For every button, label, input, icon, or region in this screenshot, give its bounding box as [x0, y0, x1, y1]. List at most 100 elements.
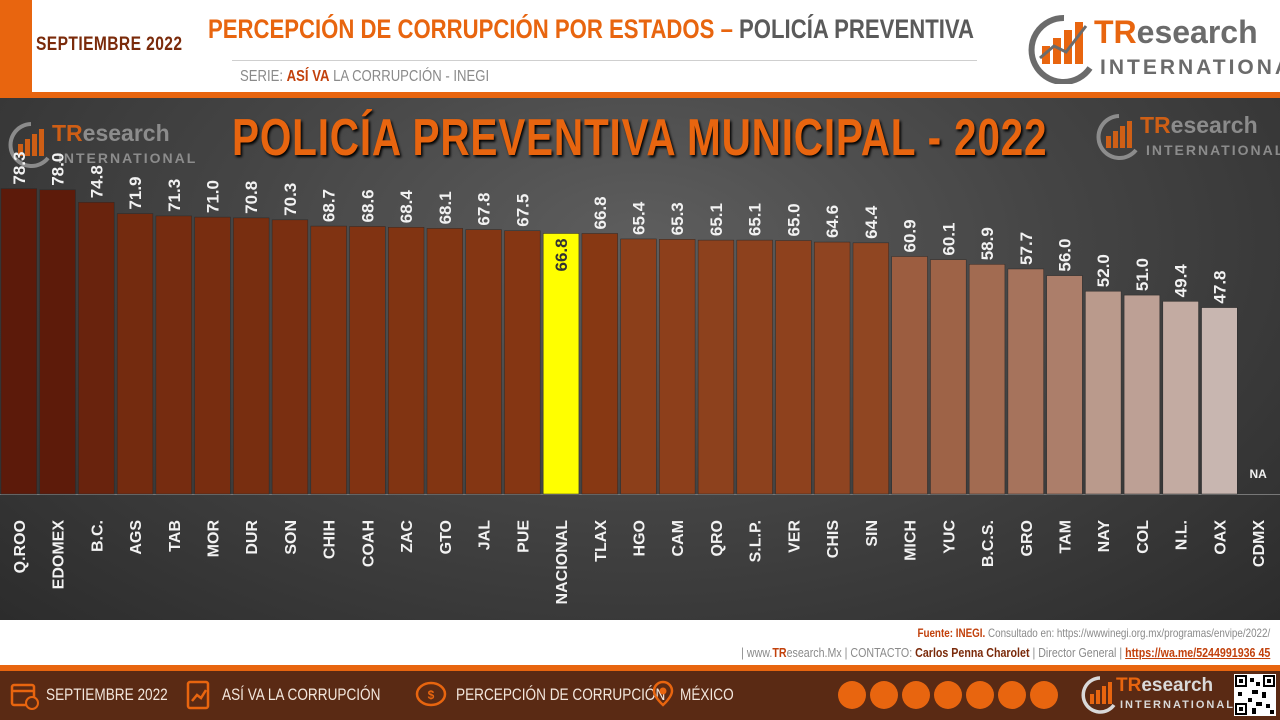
- contact-role: | Director General |: [1032, 645, 1122, 660]
- category-label-NAY: NAY: [1096, 520, 1113, 553]
- contact-site-tr: TR: [772, 645, 787, 660]
- watermark-logo-right-icon: [1096, 114, 1138, 160]
- category-label-TAM: TAM: [1058, 520, 1075, 553]
- chart-title-text: POLICÍA PREVENTIVA MUNICIPAL - 2022: [232, 109, 1048, 167]
- header-divider: [232, 60, 977, 61]
- serie-rest: LA CORRUPCIÓN - INEGI: [333, 68, 490, 85]
- footer-logo-esearch: esearch: [1141, 675, 1214, 696]
- header-title-separator: –: [714, 14, 740, 44]
- bar-QRO: [697, 239, 735, 495]
- value-label-QRO: 65.1: [707, 203, 726, 236]
- value-label-COAH: 68.6: [358, 189, 377, 222]
- facebook-icon[interactable]: [966, 681, 994, 709]
- value-label-MICH: 60.9: [901, 219, 920, 252]
- bar-chart: 78.3 Q.ROO 78.0 EDOMEX 74.8 B.C. 71.9 AGS 71.3 TA…: [0, 152, 1280, 605]
- value-label-TLAX: 66.8: [591, 196, 610, 229]
- value-label-JAL: 67.8: [475, 192, 494, 225]
- contact-label: | CONTACTO:: [844, 645, 912, 660]
- bar-OAX: [1201, 307, 1238, 495]
- bar-TAM: [1046, 275, 1083, 495]
- chart-title: POLICÍA PREVENTIVA MUNICIPAL - 2022: [0, 108, 1280, 168]
- footer-topic: PERCEPCIÓN DE CORRUPCIÓN: [456, 685, 666, 704]
- value-label-OAX: 47.8: [1210, 270, 1229, 303]
- value-label-SIN: 64.4: [862, 205, 881, 239]
- mail-icon[interactable]: [902, 681, 930, 709]
- linkedin-icon[interactable]: [998, 681, 1026, 709]
- bar-COL: [1123, 294, 1161, 495]
- bar-N.L.: [1162, 301, 1199, 495]
- bar-TLAX: [581, 233, 618, 495]
- footer-series: ASÍ VA LA CORRUPCIÓN: [222, 685, 381, 704]
- contact-line: | www.TResearch.Mx | CONTACTO: Carlos Pe…: [741, 645, 1270, 660]
- header-serie: SERIE: ASÍ VA LA CORRUPCIÓN - INEGI: [240, 68, 489, 86]
- value-label-CHIS: 64.6: [823, 205, 842, 238]
- report-icon: [186, 680, 210, 710]
- category-label-JAL: JAL: [477, 520, 494, 550]
- bar-MICH: [891, 256, 928, 495]
- value-label-GTO: 68.1: [436, 191, 455, 224]
- category-label-PUE: PUE: [515, 520, 532, 553]
- bar-GTO: [426, 228, 463, 495]
- category-label-B.C.S.: B.C.S.: [980, 520, 997, 567]
- category-label-CHIS: CHIS: [825, 520, 842, 559]
- twitter-icon[interactable]: [934, 681, 962, 709]
- category-label-TLAX: TLAX: [593, 520, 610, 562]
- value-label-CAM: 65.3: [668, 202, 687, 235]
- header-orange-bar: [0, 92, 1280, 98]
- header-title-sub: POLICÍA PREVENTIVA: [739, 14, 975, 44]
- chart-panel: POLICÍA PREVENTIVA MUNICIPAL - 2022 TRes…: [0, 98, 1280, 620]
- value-label-ZAC: 68.4: [397, 190, 416, 224]
- watermark-logo-left-icon: [8, 122, 50, 168]
- header-accent-stripe: [0, 0, 32, 92]
- category-label-N.L.: N.L.: [1174, 520, 1191, 550]
- value-label-CDMX: NA: [1249, 467, 1267, 481]
- category-label-AGS: AGS: [128, 520, 145, 555]
- category-label-HGO: HGO: [632, 520, 649, 556]
- watermark-logo-right: TResearch INTERNATIONAL: [1094, 112, 1280, 162]
- category-label-QRO: QRO: [709, 520, 726, 556]
- source-label: Fuente:: [917, 626, 953, 640]
- value-label-S.L.P.: 65.1: [746, 203, 765, 236]
- header: SEPTIEMBRE 2022 PERCEPCIÓN DE CORRUPCIÓN…: [0, 0, 1280, 92]
- whatsapp-link[interactable]: https://wa.me/5244991936 45: [1124, 645, 1270, 660]
- phone-icon[interactable]: [870, 681, 898, 709]
- value-label-HGO: 65.4: [630, 201, 649, 235]
- value-label-CHIH: 68.7: [320, 189, 339, 222]
- logo-international: INTERNATIONAL: [1100, 56, 1280, 79]
- qr-code[interactable]: [1234, 674, 1276, 716]
- youtube-icon[interactable]: [1030, 681, 1058, 709]
- value-label-NACIONAL: 66.8: [552, 238, 571, 271]
- serie-label: SERIE:: [240, 68, 284, 85]
- footer-logo-tr: TR: [1116, 675, 1142, 696]
- category-label-B.C.: B.C.: [89, 520, 106, 552]
- header-title: PERCEPCIÓN DE CORRUPCIÓN POR ESTADOS – P…: [208, 14, 974, 45]
- category-label-CAM: CAM: [670, 520, 687, 556]
- bar-B.C.: [78, 202, 115, 495]
- tresearch-logo: TResearch INTERNATIONAL: [1024, 10, 1280, 84]
- bar-DUR: [233, 217, 270, 495]
- watermark-right-esearch: esearch: [1170, 112, 1258, 138]
- bar-HGO: [620, 238, 657, 495]
- category-label-OAX: OAX: [1212, 520, 1229, 555]
- watermark-logo-left: TResearch INTERNATIONAL: [6, 120, 195, 170]
- contact-site-post: esearch.Mx: [786, 645, 842, 660]
- category-label-DUR: DUR: [244, 520, 261, 555]
- value-label-AGS: 71.9: [126, 176, 145, 209]
- category-label-VER: VER: [786, 520, 803, 553]
- category-label-NACIONAL: NACIONAL: [554, 520, 571, 605]
- value-label-EDOMEX: 78.0: [49, 153, 68, 186]
- logo-tr: TR: [1094, 14, 1137, 50]
- footer-logo: TResearch INTERNATIONAL: [1080, 675, 1233, 717]
- category-label-CDMX: CDMX: [1251, 520, 1268, 567]
- category-label-GTO: GTO: [438, 520, 455, 554]
- globe-icon[interactable]: [838, 681, 866, 709]
- footer-logo-word: TResearch: [1116, 675, 1213, 697]
- category-label-SIN: SIN: [864, 520, 881, 547]
- bar-NACIONAL: [542, 233, 580, 495]
- bar-B.C.S.: [968, 264, 1006, 495]
- footer-region: MÉXICO: [680, 685, 734, 704]
- category-label-MICH: MICH: [903, 520, 920, 561]
- bar-SIN: [852, 242, 889, 495]
- category-label-EDOMEX: EDOMEX: [51, 520, 68, 590]
- value-label-YUC: 60.1: [939, 223, 958, 256]
